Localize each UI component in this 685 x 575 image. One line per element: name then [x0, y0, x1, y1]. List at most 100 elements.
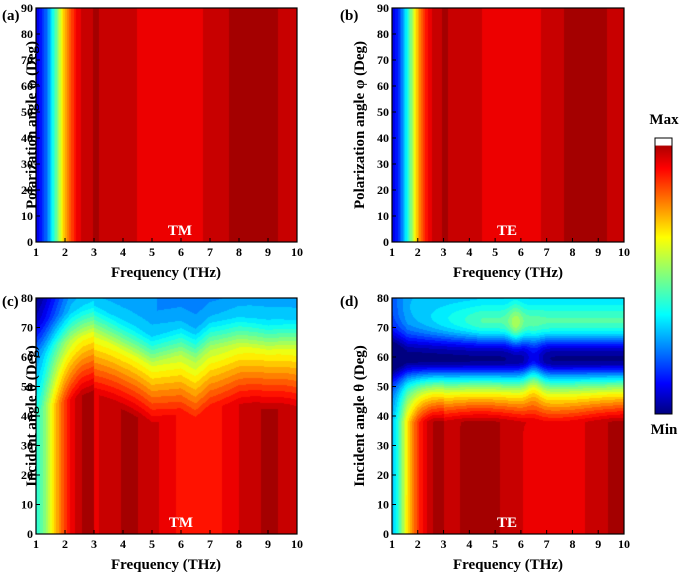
x-tick-label-d: 10 — [618, 537, 630, 551]
colorbar-max-label: Max — [649, 112, 679, 128]
x-ticks-a: 1 2 3 4 5 6 7 8 9 10 — [33, 238, 303, 259]
y-ticks-a: 0 10 20 30 40 50 60 70 80 90 — [21, 1, 40, 249]
x-tick-label-a: 9 — [265, 245, 271, 259]
x-axis-title-b: Frequency (THz) — [453, 265, 563, 281]
x-tick-label-b: 2 — [415, 245, 421, 259]
x-axis-title-c: Frequency (THz) — [111, 557, 221, 573]
y-ticks-d: 0 10 20 30 40 50 60 70 80 — [377, 291, 396, 541]
x-tick-label-b: 6 — [518, 245, 524, 259]
y-tick-label-d: 60 — [377, 350, 389, 364]
y-ticks-b: 0 10 20 30 40 50 60 70 80 90 — [377, 1, 396, 249]
x-tick-label-a: 6 — [178, 245, 184, 259]
mode-label-b: TE — [497, 223, 517, 239]
x-tick-label-a: 7 — [207, 245, 213, 259]
x-tick-label-b: 7 — [544, 245, 550, 259]
y-tick-label-d: 80 — [377, 291, 389, 305]
x-tick-label-d: 6 — [518, 537, 524, 551]
y-tick-label-a: 0 — [27, 235, 33, 249]
y-tick-label-a: 60 — [21, 79, 33, 93]
colorbar-gradient — [654, 137, 673, 415]
x-tick-label-a: 8 — [236, 245, 242, 259]
x-tick-label-a: 3 — [91, 245, 97, 259]
x-tick-label-c: 9 — [265, 537, 271, 551]
panel-label-c: (c) — [2, 294, 19, 310]
y-tick-label-b: 20 — [377, 183, 389, 197]
y-tick-label-c: 30 — [21, 439, 33, 453]
y-tick-label-c: 10 — [21, 498, 33, 512]
x-tick-label-c: 10 — [291, 537, 303, 551]
heatmap-image-c — [36, 298, 297, 534]
y-tick-label-d: 70 — [377, 321, 389, 335]
y-ticks-c: 0 10 20 30 40 50 60 70 80 — [21, 291, 40, 541]
x-tick-label-a: 10 — [291, 245, 303, 259]
mode-label-a: TM — [168, 223, 192, 239]
y-axis-title-d: Incident angle θ (Deg) — [352, 345, 368, 487]
x-tick-label-a: 4 — [120, 245, 126, 259]
x-ticks-d: 1 2 3 4 5 6 7 8 9 10 — [389, 530, 630, 551]
panel-b: 1 2 3 4 5 6 7 8 9 10 0 10 20 30 40 50 60 70 80 90 (b) TE F… — [340, 1, 630, 281]
x-tick-label-d: 3 — [441, 537, 447, 551]
y-tick-label-a: 70 — [21, 53, 33, 67]
y-tick-label-d: 30 — [377, 439, 389, 453]
y-tick-label-c: 80 — [21, 291, 33, 305]
x-tick-label-b: 3 — [441, 245, 447, 259]
y-tick-label-a: 80 — [21, 27, 33, 41]
y-tick-label-b: 10 — [377, 209, 389, 223]
x-tick-label-b: 4 — [466, 245, 472, 259]
x-tick-label-b: 5 — [492, 245, 498, 259]
x-tick-label-c: 5 — [149, 537, 155, 551]
x-tick-label-c: 1 — [33, 537, 39, 551]
y-axis-title-c: Incident angle θ (Deg) — [24, 345, 40, 487]
y-axis-title-a: Polarization angle φ (Deg) — [24, 41, 40, 209]
heatmap-image-d — [392, 298, 624, 534]
y-tick-label-c: 0 — [27, 527, 33, 541]
x-tick-label-d: 1 — [389, 537, 395, 551]
panel-c: 1 2 3 4 5 6 7 8 9 10 0 10 20 30 40 50 60 70 80 (c) TM Fre… — [2, 291, 303, 573]
y-tick-label-b: 30 — [377, 157, 389, 171]
x-axis-title-a: Frequency (THz) — [111, 265, 221, 281]
panel-label-a: (a) — [2, 8, 20, 24]
x-tick-label-c: 6 — [178, 537, 184, 551]
colorbar: Max Min — [649, 112, 679, 438]
y-tick-label-b: 60 — [377, 79, 389, 93]
y-tick-label-d: 20 — [377, 468, 389, 482]
x-tick-label-c: 2 — [62, 537, 68, 551]
y-tick-label-d: 40 — [377, 409, 389, 423]
y-tick-label-b: 90 — [377, 1, 389, 15]
x-axis-title-d: Frequency (THz) — [453, 557, 563, 573]
y-tick-label-a: 30 — [21, 157, 33, 171]
x-tick-label-b: 8 — [569, 245, 575, 259]
colorbar-min-label: Min — [651, 422, 678, 438]
x-tick-label-c: 7 — [207, 537, 213, 551]
panel-d: 1 2 3 4 5 6 7 8 9 10 0 10 20 30 40 50 60 70 80 (d) TE Fre… — [340, 291, 630, 573]
x-tick-label-d: 7 — [544, 537, 550, 551]
y-tick-label-d: 10 — [377, 498, 389, 512]
x-tick-label-c: 8 — [236, 537, 242, 551]
y-tick-label-a: 40 — [21, 131, 33, 145]
y-tick-label-c: 20 — [21, 468, 33, 482]
y-tick-label-c: 40 — [21, 409, 33, 423]
y-tick-label-a: 90 — [21, 1, 33, 15]
y-axis-title-b: Polarization angle φ (Deg) — [352, 41, 368, 209]
y-tick-label-c: 70 — [21, 321, 33, 335]
y-tick-label-b: 0 — [383, 235, 389, 249]
y-tick-label-a: 10 — [21, 209, 33, 223]
plot-frame-a — [35, 7, 298, 243]
x-tick-label-a: 1 — [33, 245, 39, 259]
mode-label-d: TE — [497, 515, 517, 531]
y-tick-label-c: 50 — [21, 380, 33, 394]
plot-frame-b — [391, 7, 625, 243]
x-tick-label-c: 3 — [91, 537, 97, 551]
x-tick-label-a: 5 — [149, 245, 155, 259]
panel-label-b: (b) — [340, 8, 358, 24]
x-ticks-c: 1 2 3 4 5 6 7 8 9 10 — [33, 530, 303, 551]
heatmap-image-a — [36, 8, 297, 242]
x-tick-label-b: 1 — [389, 245, 395, 259]
panel-label-d: (d) — [340, 294, 358, 310]
y-tick-label-d: 50 — [377, 380, 389, 394]
y-tick-label-b: 80 — [377, 27, 389, 41]
y-tick-label-b: 70 — [377, 53, 389, 67]
y-tick-label-b: 40 — [377, 131, 389, 145]
mode-label-c: TM — [169, 515, 193, 531]
